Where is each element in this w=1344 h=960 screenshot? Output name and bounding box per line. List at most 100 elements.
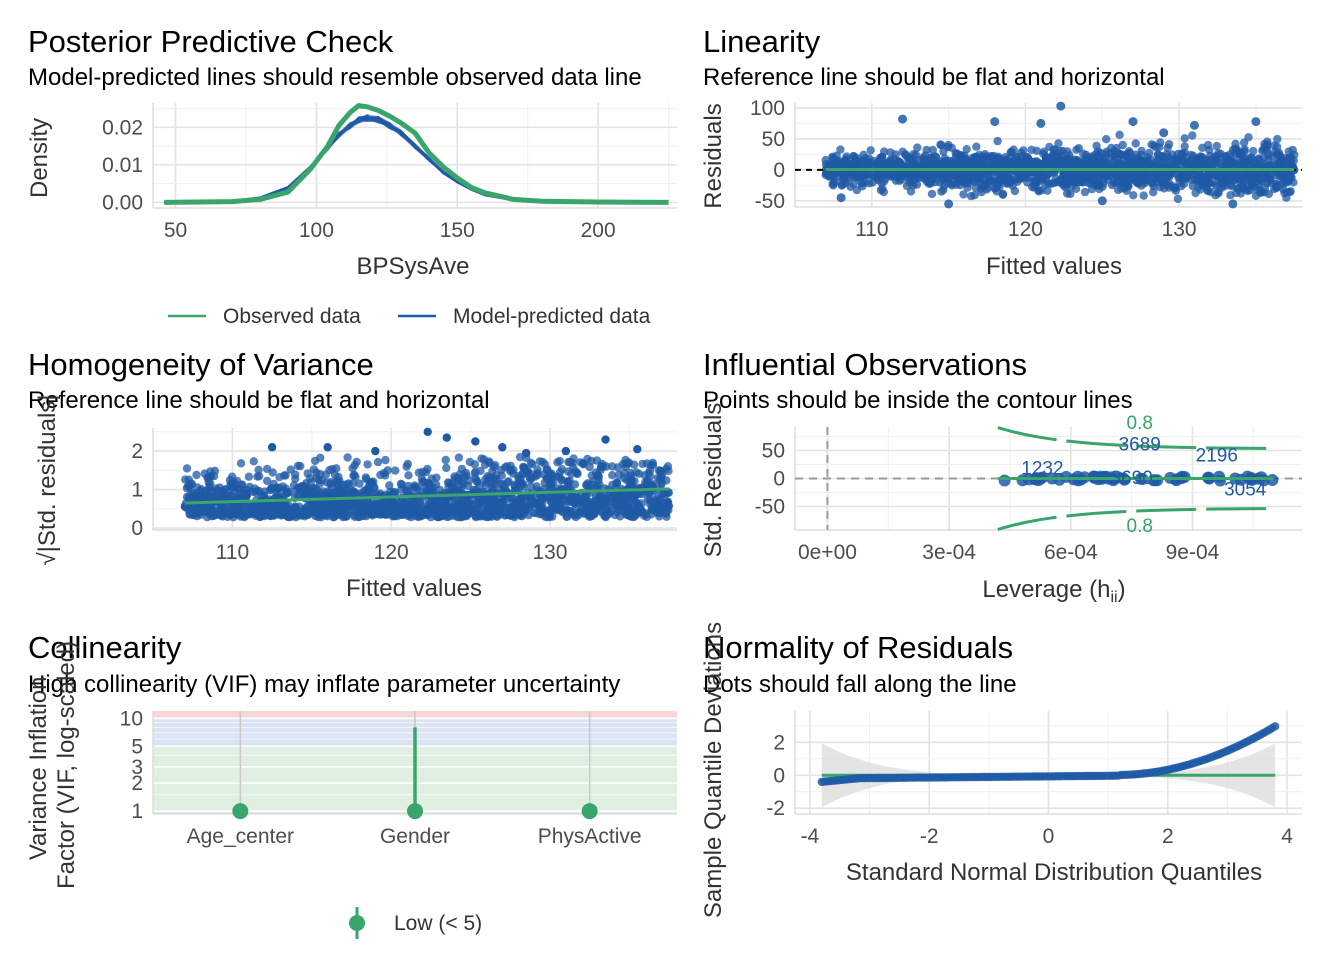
x-tick-label: 100 — [299, 219, 334, 242]
linearity-point — [1223, 171, 1232, 181]
homogeneity-point — [546, 476, 556, 485]
x-tick-label: Gender — [380, 825, 450, 848]
ppc-predicted-draw-line — [164, 116, 669, 204]
linearity-point — [1254, 154, 1264, 163]
influential-point-label: 3054 — [1224, 479, 1267, 500]
linearity-outlier-point — [1189, 120, 1199, 130]
linearity-point — [1191, 188, 1200, 198]
linearity-point — [1010, 186, 1020, 196]
homogeneity-point — [500, 463, 510, 472]
collinearity-plot-area: 1 235 10 Age_center Gender PhysActive — [120, 707, 677, 848]
normality-subtitle: Dots should fall along the line — [703, 671, 1017, 698]
linearity-point — [1211, 153, 1220, 162]
linearity-outlier-point — [898, 114, 908, 124]
linearity-point — [1117, 150, 1127, 159]
y-tick-label: -2 — [766, 797, 785, 820]
homogeneity-point — [528, 460, 537, 469]
homogeneity-point — [193, 483, 202, 492]
ppc-legend-observed-label: Observed data — [223, 305, 361, 328]
homogeneity-point — [515, 452, 525, 462]
homogeneity-point — [427, 500, 436, 509]
homogeneity-point — [454, 453, 464, 462]
homogeneity-point — [349, 471, 358, 480]
linearity-point — [839, 176, 848, 185]
homogeneity-point — [465, 457, 475, 467]
linearity-point — [927, 189, 937, 199]
linearity-point — [1259, 145, 1268, 154]
linearity-point — [1075, 177, 1084, 187]
homogeneity-point — [381, 455, 390, 465]
linearity-outlier-point — [1097, 196, 1107, 206]
homogeneity-point — [260, 511, 269, 521]
linearity-point — [1030, 158, 1039, 167]
linearity-point — [1083, 170, 1092, 180]
linearity-subtitle: Reference line should be flat and horizo… — [703, 64, 1165, 91]
y-tick-label: 0 — [131, 517, 143, 540]
linearity-point — [846, 171, 855, 181]
homogeneity-point — [391, 466, 400, 475]
homogeneity-point — [225, 476, 235, 485]
ppc-predicted-draw-line — [164, 115, 669, 204]
linearity-point — [1041, 180, 1050, 189]
homogeneity-outlier-point — [633, 444, 642, 454]
normality-y-label: Sample Quantile Deviations — [700, 622, 727, 918]
normality-points-group — [817, 722, 1280, 787]
linearity-point — [1071, 184, 1081, 193]
normality-plot-area: -4 -2 0 2 4 -2 0 2 — [766, 711, 1302, 848]
y-tick-label: 0.01 — [102, 154, 143, 177]
linearity-point — [1122, 178, 1132, 188]
influential-point-label: 3689 — [1119, 435, 1161, 456]
homogeneity-point — [587, 471, 596, 480]
y-tick-label: 0.02 — [102, 116, 143, 139]
x-tick-label: 2 — [1162, 825, 1174, 848]
homogeneity-point — [516, 474, 525, 484]
homogeneity-point — [301, 510, 310, 519]
homogeneity-outlier-point — [521, 448, 531, 458]
linearity-point — [1170, 184, 1180, 193]
ppc-predicted-draw-line — [164, 116, 669, 204]
homogeneity-point — [291, 503, 300, 512]
ppc-observed-line — [164, 103, 669, 205]
homogeneity-point — [361, 473, 370, 482]
linearity-point — [1115, 130, 1124, 139]
homogeneity-point — [338, 511, 347, 520]
linearity-point — [1139, 191, 1148, 200]
ppc-predicted-draw-line — [164, 115, 669, 204]
homogeneity-point — [306, 478, 315, 487]
normality-panel: Normality of Residuals Dots should fall … — [700, 622, 1302, 918]
linearity-panel: Linearity Reference line should be flat … — [700, 24, 1302, 280]
y-tick-label: 0 — [773, 764, 785, 787]
linearity-point — [875, 172, 885, 181]
ppc-predicted-draw-line — [164, 115, 669, 204]
homogeneity-point — [552, 496, 561, 505]
linearity-points-group — [821, 101, 1299, 209]
linearity-point — [1180, 148, 1190, 157]
homogeneity-point — [342, 485, 352, 494]
linearity-point — [846, 182, 855, 191]
homogeneity-point — [522, 498, 531, 508]
linearity-outlier-point — [1251, 117, 1261, 127]
linearity-point — [1212, 172, 1221, 181]
homogeneity-point — [555, 456, 564, 466]
homogeneity-point — [444, 504, 454, 514]
homogeneity-point — [183, 502, 193, 512]
linearity-point — [1231, 144, 1240, 153]
y-tick-label: 3 — [131, 756, 143, 779]
linearity-point — [1065, 151, 1074, 160]
homogeneity-point — [404, 471, 413, 480]
homogeneity-outlier-point — [442, 433, 451, 442]
linearity-point — [1114, 185, 1123, 195]
collinearity-vif-point — [581, 803, 598, 820]
homogeneity-point — [641, 478, 650, 487]
homogeneity-point — [532, 482, 541, 491]
homogeneity-point — [442, 463, 451, 473]
linearity-point — [1253, 173, 1262, 183]
linearity-point — [1158, 152, 1167, 161]
homogeneity-point — [355, 489, 365, 498]
homogeneity-point — [579, 460, 588, 469]
collinearity-panel: Collinearity High collinearity (VIF) may… — [25, 630, 677, 939]
homogeneity-outlier-point — [471, 437, 480, 446]
y-tick-label: 2 — [773, 731, 785, 754]
homogeneity-plot-area: 110 120 130 0 1 2 — [131, 427, 677, 564]
